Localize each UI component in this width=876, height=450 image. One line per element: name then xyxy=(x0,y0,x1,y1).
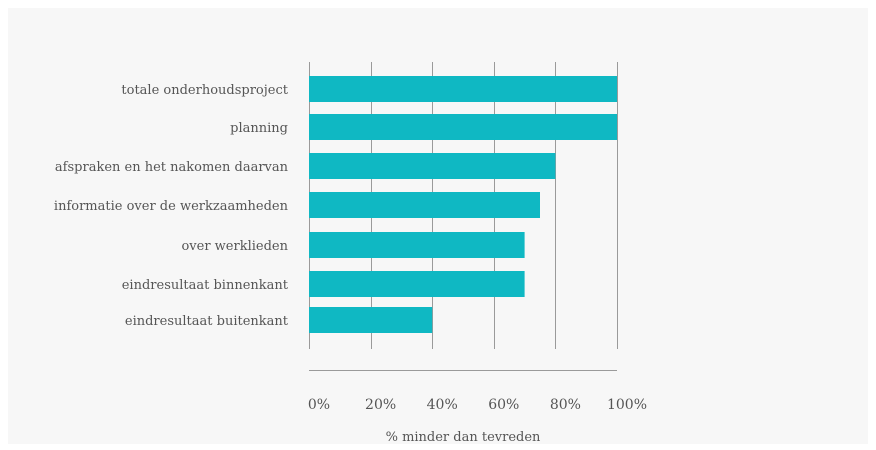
x-tick-labels: 0% 20% 40% 60% 80% 100% xyxy=(308,397,647,413)
category-label: totale onderhoudsproject xyxy=(121,83,288,98)
x-tick-label: 40% xyxy=(427,397,458,413)
bar-0 xyxy=(309,76,617,102)
category-label: planning xyxy=(230,121,288,136)
bar-4 xyxy=(309,232,525,258)
category-label: informatie over de werkzaamheden xyxy=(54,199,289,214)
x-tick-label: 100% xyxy=(607,397,647,413)
category-labels: totale onderhoudsproject planning afsprake… xyxy=(54,83,289,329)
bar-1 xyxy=(309,114,617,140)
bar-2 xyxy=(309,153,556,179)
x-tick-label: 0% xyxy=(308,397,330,413)
bars xyxy=(309,76,617,333)
x-tick-label: 20% xyxy=(365,397,396,413)
x-axis-title: % minder dan tevreden xyxy=(386,430,541,445)
x-tick-label: 60% xyxy=(488,397,519,413)
category-label: eindresultaat buitenkant xyxy=(125,314,289,329)
bar-6 xyxy=(309,307,433,333)
category-label: eindresultaat binnenkant xyxy=(122,278,289,293)
category-label: over werklieden xyxy=(181,239,288,254)
bar-5 xyxy=(309,271,525,297)
x-tick-label: 80% xyxy=(550,397,581,413)
bar-3 xyxy=(309,192,540,218)
category-label: afspraken en het nakomen daarvan xyxy=(55,160,289,175)
